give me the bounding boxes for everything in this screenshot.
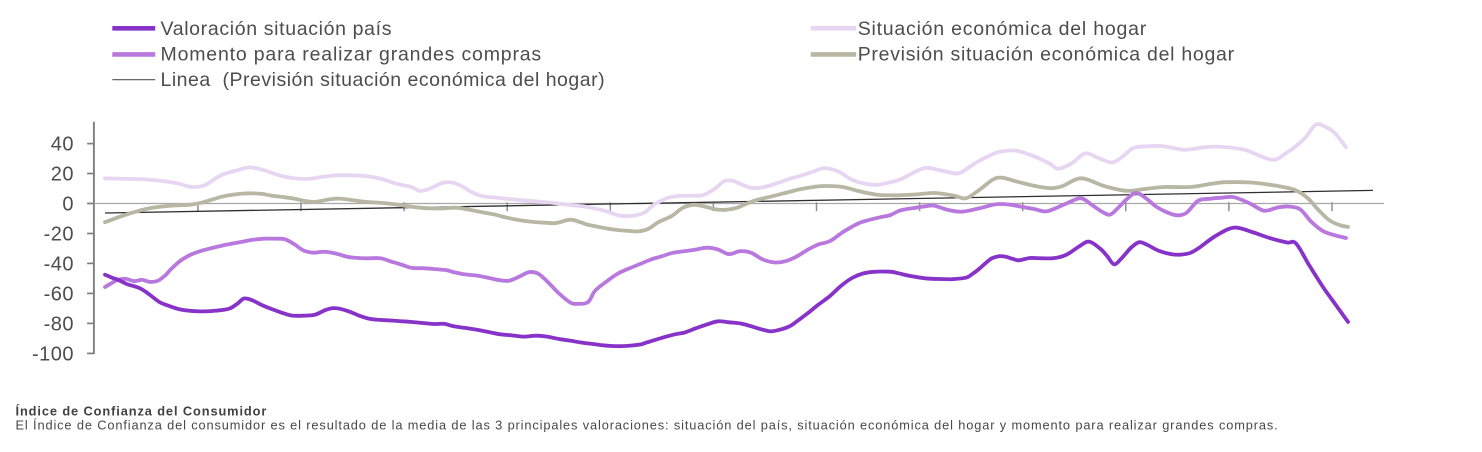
svg-text:Previsión situación económica: Previsión situación económica del hogar [858, 44, 1235, 66]
svg-text:-60: -60 [44, 283, 74, 305]
svg-text:40: 40 [51, 134, 74, 156]
svg-text:20: 20 [51, 164, 74, 186]
svg-text:-80: -80 [44, 313, 74, 335]
svg-text:0: 0 [62, 194, 74, 216]
svg-text:Linea (Previsión situación ec: Linea (Previsión situación económica del… [161, 69, 606, 91]
svg-text:-40: -40 [44, 253, 74, 275]
svg-text:El Índice de Confianza del con: El Índice de Confianza del consumidor es… [16, 417, 1279, 432]
svg-text:Momento para realizar grandes: Momento para realizar grandes compras [161, 44, 543, 66]
svg-text:Índice de Confianza del Consum: Índice de Confianza del Consumidor [16, 404, 268, 419]
svg-text:Situación económica del hogar: Situación económica del hogar [858, 18, 1147, 40]
svg-text:-20: -20 [44, 224, 74, 246]
svg-text:-100: -100 [32, 343, 74, 365]
svg-text:Valoración situación país: Valoración situación país [161, 18, 393, 40]
